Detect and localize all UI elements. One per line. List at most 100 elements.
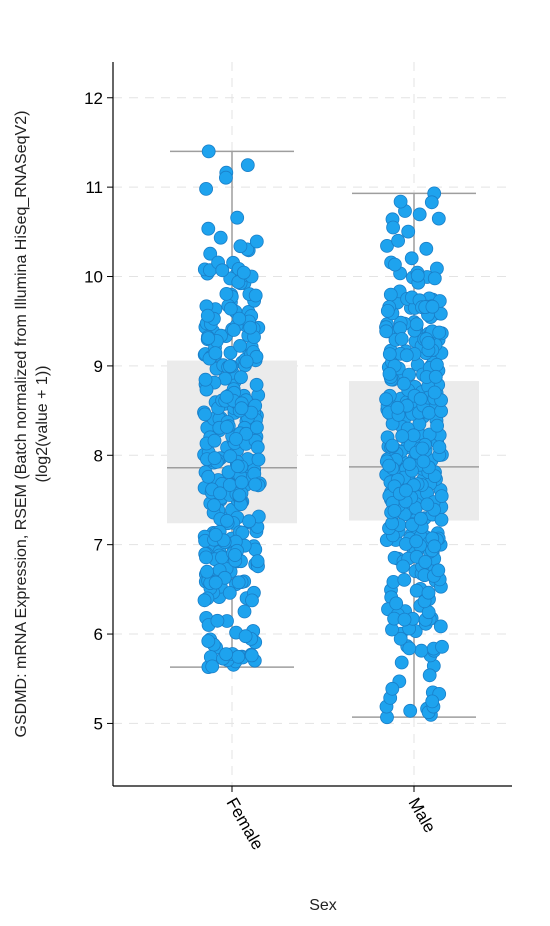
y-tick-label: 11 (85, 178, 103, 197)
data-point (207, 451, 222, 466)
data-point (413, 511, 428, 526)
data-point (199, 550, 213, 565)
data-point (219, 389, 234, 404)
data-point (434, 489, 449, 504)
data-point (389, 596, 404, 611)
data-point (434, 512, 449, 527)
data-point (430, 418, 445, 433)
data-point (236, 265, 251, 280)
data-point (431, 563, 446, 578)
data-point (208, 528, 223, 542)
data-point (210, 613, 225, 628)
data-point (234, 401, 249, 416)
data-point (197, 407, 212, 422)
data-point (208, 346, 223, 361)
y-tick-label: 5 (94, 714, 103, 733)
data-point (219, 647, 234, 661)
data-point (393, 631, 408, 646)
data-point (429, 357, 444, 372)
data-point (422, 405, 436, 420)
y-tick-label: 12 (84, 89, 103, 108)
data-point (409, 317, 424, 332)
data-point (427, 539, 442, 554)
data-point (427, 271, 442, 286)
data-point (208, 575, 223, 590)
data-point (422, 668, 437, 683)
data-point (238, 629, 253, 644)
data-point (233, 338, 248, 353)
data-point (394, 655, 409, 670)
data-point (199, 181, 214, 196)
point-layer (197, 144, 449, 725)
data-point (240, 158, 255, 173)
data-point (433, 619, 448, 634)
data-point (231, 575, 246, 590)
data-point (207, 433, 222, 448)
data-point (203, 246, 218, 261)
data-point (201, 221, 216, 236)
data-point (419, 241, 434, 256)
y-tick-label: 10 (84, 268, 103, 287)
data-point (223, 301, 238, 316)
data-point (387, 257, 402, 272)
data-point (435, 639, 449, 654)
data-point (379, 392, 394, 407)
y-axis-title-line-1: GSDMD: mRNA Expression, RSEM (Batch norm… (13, 111, 30, 738)
data-point (213, 486, 227, 501)
data-point (231, 649, 246, 664)
data-point (219, 286, 234, 301)
data-point (402, 457, 417, 472)
data-point (403, 703, 418, 718)
data-point (399, 348, 414, 363)
data-point (218, 170, 233, 185)
data-point (410, 268, 425, 283)
data-point (416, 454, 431, 469)
data-point (385, 438, 400, 453)
y-tick-label: 6 (94, 625, 103, 644)
data-point (427, 385, 442, 400)
data-point (229, 432, 243, 446)
data-point (382, 347, 397, 362)
x-category-label-male: Male (405, 795, 440, 836)
data-point (431, 211, 446, 226)
data-point (382, 458, 397, 473)
data-point (390, 400, 405, 415)
data-point (386, 220, 401, 235)
data-point (396, 376, 411, 391)
data-point (234, 475, 249, 490)
data-point (222, 478, 237, 492)
data-point (197, 593, 212, 608)
data-point (213, 230, 228, 245)
data-point (198, 372, 213, 387)
data-point (404, 251, 419, 266)
y-axis-title-line-2: (log2(value + 1)) (34, 366, 51, 483)
data-point (425, 694, 440, 709)
data-point (201, 144, 216, 159)
data-point (215, 263, 230, 278)
data-point (383, 287, 398, 302)
data-point (382, 366, 397, 381)
data-point (413, 391, 428, 406)
data-point (421, 585, 436, 600)
data-point (391, 233, 406, 248)
data-point (432, 325, 447, 340)
data-point (201, 331, 216, 346)
data-point (393, 194, 408, 209)
data-point (232, 311, 247, 326)
data-point (249, 377, 264, 392)
data-point (232, 488, 247, 503)
data-point (222, 586, 237, 600)
data-point (230, 459, 245, 474)
data-point (251, 452, 266, 467)
y-tick-label: 7 (94, 536, 103, 555)
data-point (409, 534, 424, 549)
data-point (201, 634, 216, 648)
x-category-label-female: Female (223, 795, 268, 854)
data-point (219, 419, 234, 434)
data-point (226, 323, 241, 337)
data-point (244, 648, 259, 663)
data-point (220, 513, 234, 528)
y-tick-label: 9 (94, 357, 103, 376)
data-point (248, 288, 263, 303)
data-point (249, 234, 264, 249)
